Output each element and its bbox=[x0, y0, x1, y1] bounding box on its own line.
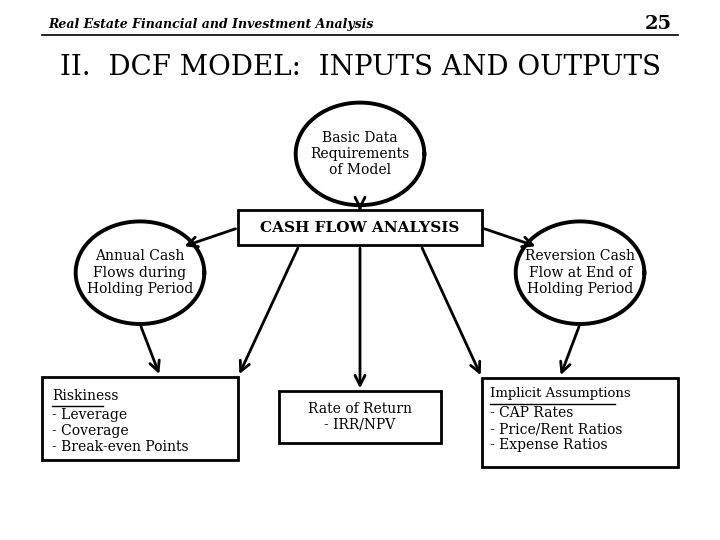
FancyBboxPatch shape bbox=[42, 377, 238, 460]
FancyBboxPatch shape bbox=[482, 378, 678, 467]
Text: Implicit Assumptions: Implicit Assumptions bbox=[490, 388, 631, 401]
Text: Annual Cash
Flows during
Holding Period: Annual Cash Flows during Holding Period bbox=[87, 249, 193, 296]
Text: Riskiness: Riskiness bbox=[52, 389, 119, 402]
Text: CASH FLOW ANALYSIS: CASH FLOW ANALYSIS bbox=[261, 221, 459, 235]
Text: II.  DCF MODEL:  INPUTS AND OUTPUTS: II. DCF MODEL: INPUTS AND OUTPUTS bbox=[60, 54, 660, 81]
Text: 25: 25 bbox=[644, 15, 672, 33]
Text: - CAP Rates
- Price/Rent Ratios
- Expense Ratios: - CAP Rates - Price/Rent Ratios - Expens… bbox=[490, 406, 623, 452]
Text: - Leverage
- Coverage
- Break-even Points: - Leverage - Coverage - Break-even Point… bbox=[52, 408, 189, 454]
Text: Real Estate Financial and Investment Analysis: Real Estate Financial and Investment Ana… bbox=[48, 18, 374, 31]
FancyBboxPatch shape bbox=[238, 210, 482, 245]
Text: Rate of Return
- IRR/NPV: Rate of Return - IRR/NPV bbox=[308, 402, 412, 432]
Text: Basic Data
Requirements
of Model: Basic Data Requirements of Model bbox=[310, 131, 410, 177]
FancyBboxPatch shape bbox=[279, 391, 441, 443]
Text: Reversion Cash
Flow at End of
Holding Period: Reversion Cash Flow at End of Holding Pe… bbox=[525, 249, 635, 296]
